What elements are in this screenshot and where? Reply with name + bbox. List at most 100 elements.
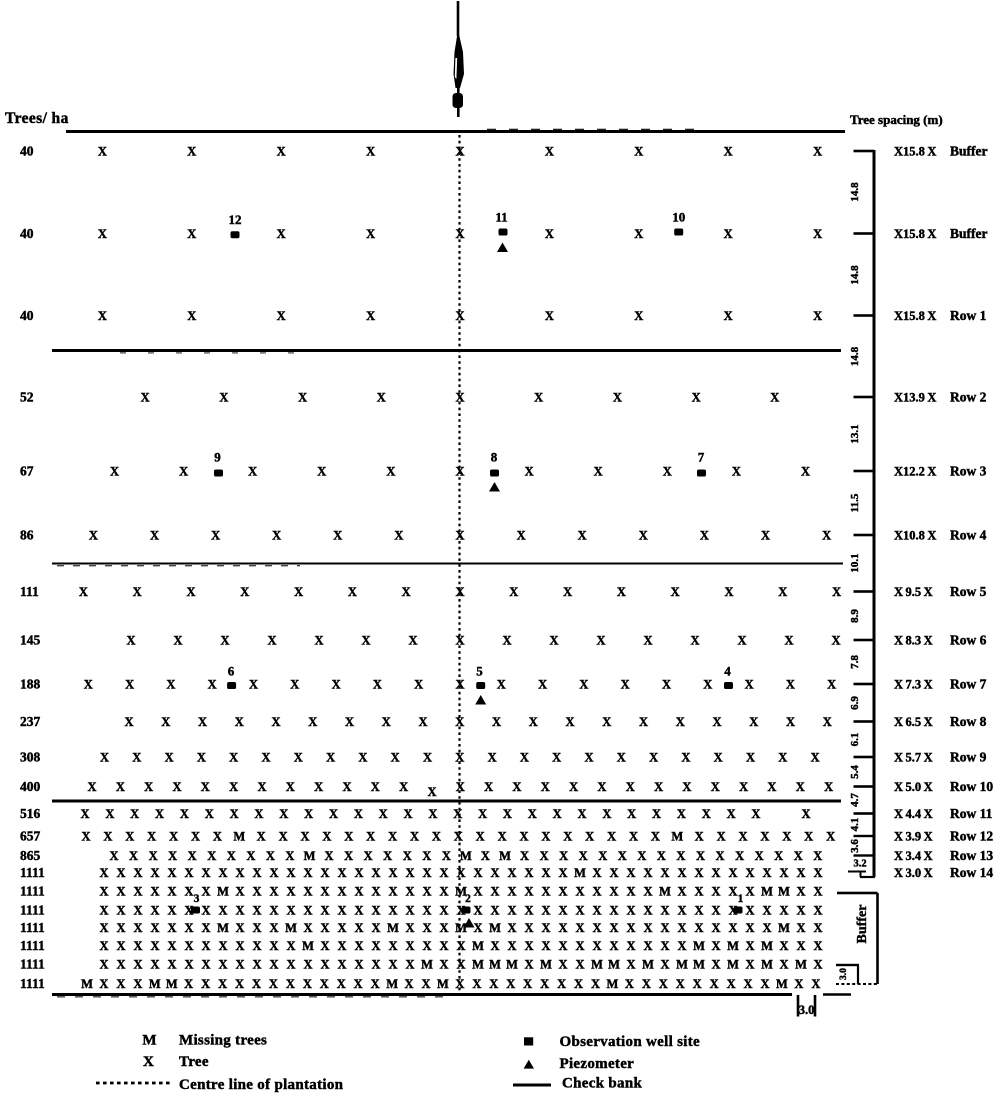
svg-text:X: X [168,849,177,863]
svg-text:X: X [473,921,482,935]
svg-text:X: X [642,977,651,991]
svg-text:Row 5: Row 5 [950,584,987,599]
svg-text:8.9: 8.9 [849,609,861,623]
svg-text:X: X [541,939,550,953]
svg-text:X: X [99,921,108,935]
svg-text:X: X [410,829,419,843]
svg-text:X: X [497,677,506,691]
svg-text:X: X [337,903,346,917]
svg-text:X: X [235,866,244,880]
svg-text:M: M [574,866,586,880]
svg-text:M: M [693,939,705,953]
svg-text:X: X [254,807,263,821]
svg-text:X: X [724,144,733,158]
svg-text:X: X [150,884,159,898]
svg-text:X: X [322,829,331,843]
svg-text:X: X [592,903,601,917]
svg-text:Row 10: Row 10 [950,779,993,794]
svg-text:X: X [388,829,397,843]
svg-text:M: M [499,849,511,863]
svg-text:M: M [540,957,552,971]
svg-text:X: X [235,921,244,935]
svg-text:X: X [100,750,109,764]
svg-text:X: X [492,715,501,729]
svg-text:X: X [320,866,329,880]
svg-text:X: X [813,884,822,898]
svg-text:X: X [129,849,138,863]
svg-text:X: X [779,939,788,953]
svg-text:X: X [167,921,176,935]
svg-text:M: M [81,977,93,991]
svg-text:X: X [366,144,375,158]
svg-text:X: X [161,715,170,729]
svg-text:X: X [141,390,150,404]
svg-text:X: X [694,866,703,880]
svg-text:14.8: 14.8 [849,265,861,285]
svg-text:Tree spacing (m): Tree spacing (m) [850,112,943,127]
svg-text:X: X [591,977,600,991]
svg-text:188: 188 [20,676,41,691]
svg-text:X: X [269,884,278,898]
svg-text:X: X [423,750,432,764]
svg-text:X: X [779,866,788,880]
svg-text:X: X [694,884,703,898]
svg-text:Buffer: Buffer [950,226,988,241]
svg-text:10: 10 [672,210,685,225]
svg-text:X: X [252,939,261,953]
svg-text:X 6.5 X: X 6.5 X [894,715,933,729]
svg-text:X: X [184,977,193,991]
svg-text:X: X [455,464,464,478]
svg-text:X: X [693,977,702,991]
svg-text:X: X [801,464,810,478]
svg-text:X: X [354,866,363,880]
svg-text:X: X [279,807,288,821]
svg-text:X: X [565,715,574,729]
svg-text:X: X [320,884,329,898]
svg-text:X: X [710,977,719,991]
svg-text:M: M [778,884,790,898]
svg-text:X 5.7 X: X 5.7 X [894,751,933,765]
svg-text:1111: 1111 [20,865,45,880]
svg-text:X: X [405,957,414,971]
svg-text:X: X [592,884,601,898]
svg-text:X: X [403,849,412,863]
svg-text:X: X [432,829,441,843]
svg-text:X: X [379,807,388,821]
svg-text:X: X [609,921,618,935]
svg-text:X: X [172,780,181,794]
svg-text:X: X [207,849,216,863]
svg-text:X: X [439,957,448,971]
svg-text:X: X [507,866,516,880]
svg-text:M: M [761,884,773,898]
svg-text:X: X [218,939,227,953]
svg-text:X: X [651,829,660,843]
svg-text:X: X [676,715,685,729]
svg-text:X: X [574,977,583,991]
svg-text:X: X [337,884,346,898]
svg-text:X: X [677,807,686,821]
svg-text:X: X [150,921,159,935]
svg-text:X: X [303,957,312,971]
svg-text:X: X [711,957,720,971]
svg-text:145: 145 [20,632,41,647]
svg-text:X: X [755,849,764,863]
svg-text:X: X [126,633,135,647]
svg-text:X: X [728,884,737,898]
svg-text:X: X [617,585,626,599]
svg-text:X: X [575,884,584,898]
svg-text:X: X [191,829,200,843]
svg-text:X: X [813,144,822,158]
svg-text:X: X [694,921,703,935]
svg-text:X: X [456,903,465,917]
svg-text:X: X [99,866,108,880]
svg-text:M: M [676,957,688,971]
svg-text:X: X [405,939,414,953]
svg-text:X: X [125,829,134,843]
svg-text:X: X [579,677,588,691]
svg-text:X: X [79,585,88,599]
svg-text:X: X [472,977,481,991]
svg-text:X: X [711,903,720,917]
svg-text:X: X [456,866,465,880]
svg-text:M: M [386,977,398,991]
svg-text:X: X [489,977,498,991]
